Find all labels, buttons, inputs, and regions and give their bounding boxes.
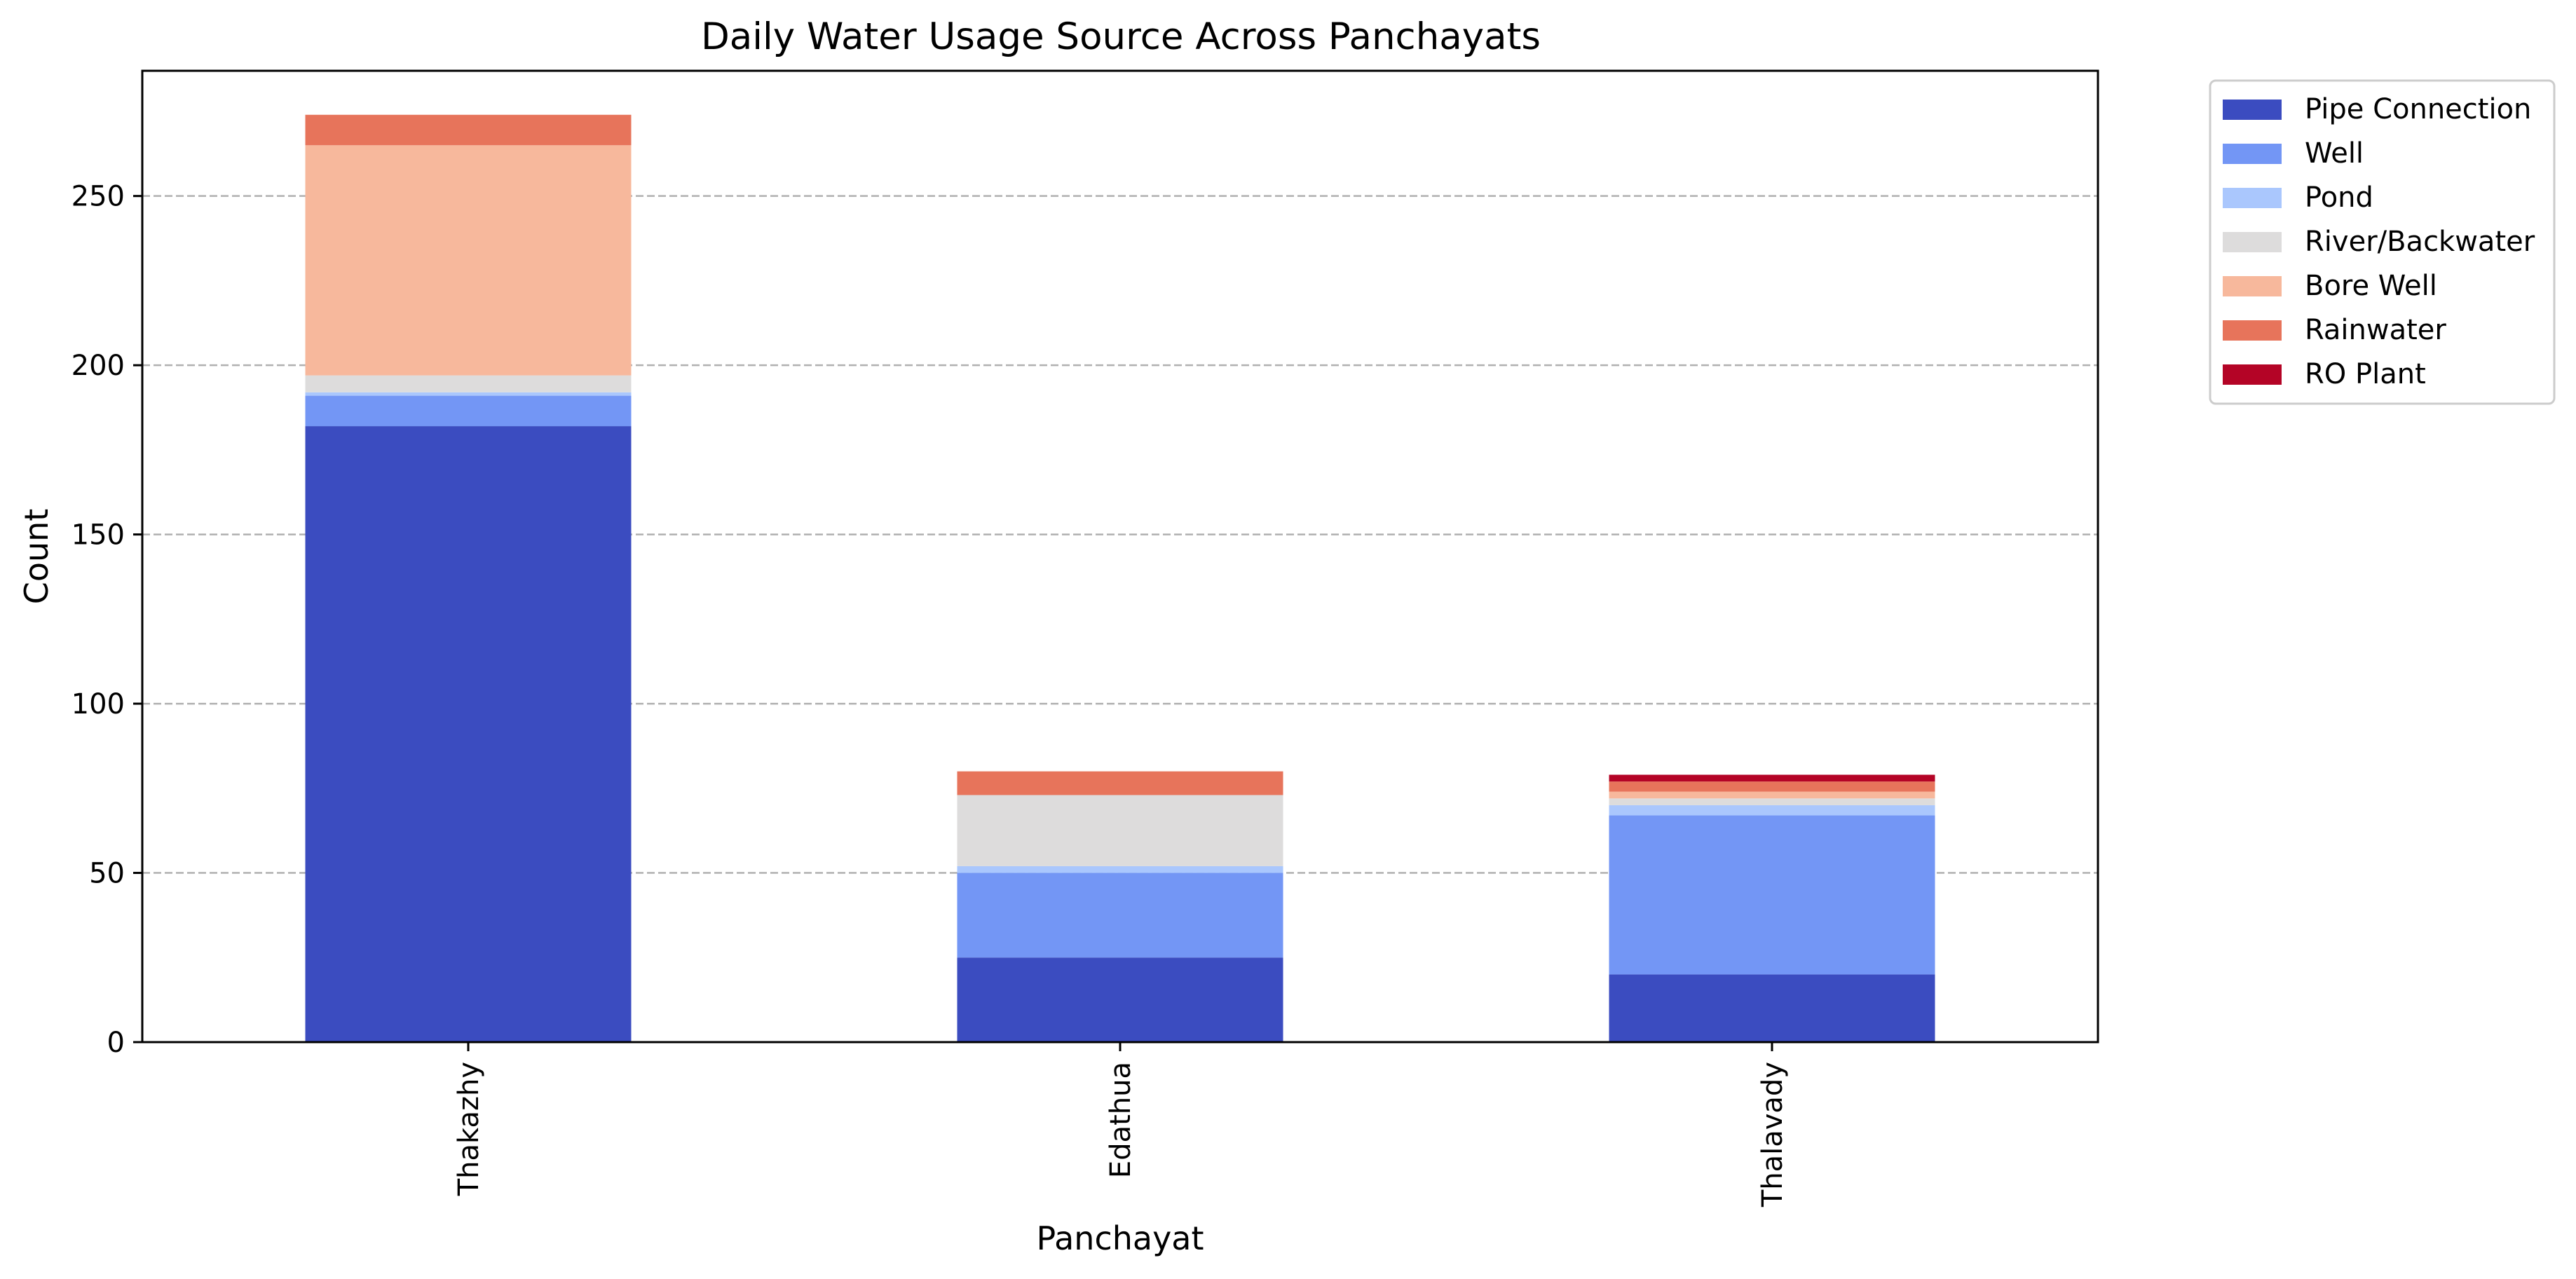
bar-segment bbox=[305, 145, 632, 376]
y-tick-label: 100 bbox=[71, 688, 125, 720]
y-tick-label: 150 bbox=[71, 519, 125, 552]
bar-segment bbox=[305, 375, 632, 392]
legend-label: Rainwater bbox=[2305, 314, 2446, 346]
legend-label: River/Backwater bbox=[2305, 226, 2535, 258]
bar-segment bbox=[1609, 774, 1935, 782]
legend-box bbox=[2209, 79, 2556, 405]
y-tick-label: 200 bbox=[71, 350, 125, 382]
x-tick-label: Thalavady bbox=[1757, 1062, 1789, 1208]
bar-segment bbox=[1609, 805, 1935, 816]
y-tick-label: 250 bbox=[71, 181, 125, 213]
bar-segment bbox=[957, 795, 1283, 866]
y-tick-label: 0 bbox=[107, 1027, 125, 1059]
legend-swatch bbox=[2223, 144, 2282, 164]
y-axis-label: Count bbox=[18, 509, 55, 605]
legend-swatch bbox=[2223, 320, 2282, 341]
x-axis-label: Panchayat bbox=[1036, 1219, 1204, 1257]
bar-segment bbox=[957, 873, 1283, 958]
bar-segment bbox=[957, 866, 1283, 873]
bars-group bbox=[305, 114, 1935, 1042]
bar-segment bbox=[305, 395, 632, 427]
bar-segment bbox=[957, 771, 1283, 795]
legend-swatch bbox=[2223, 232, 2282, 252]
bar-segment bbox=[305, 426, 632, 1042]
legend-swatch bbox=[2223, 364, 2282, 385]
bar-segment bbox=[305, 392, 632, 396]
bar-segment bbox=[1609, 781, 1935, 792]
legend-label: RO Plant bbox=[2305, 358, 2426, 390]
bar-segment bbox=[1609, 974, 1935, 1042]
chart-title: Daily Water Usage Source Across Panchaya… bbox=[701, 15, 1541, 58]
y-axis: 0 50 100 150 200 250 bbox=[71, 181, 142, 1059]
x-axis: Thakazhy Edathua Thalavady bbox=[453, 1042, 1789, 1208]
legend-swatch bbox=[2223, 276, 2282, 296]
legend-swatch bbox=[2223, 100, 2282, 120]
bar-segment bbox=[1609, 791, 1935, 799]
bar-segment bbox=[1609, 798, 1935, 805]
legend-label: Well bbox=[2305, 137, 2364, 170]
legend-swatch bbox=[2223, 188, 2282, 208]
legend-label: Bore Well bbox=[2305, 270, 2437, 302]
x-tick-label: Edathua bbox=[1105, 1062, 1137, 1178]
bar-segment bbox=[957, 957, 1283, 1042]
y-tick-label: 50 bbox=[89, 858, 125, 890]
legend-label: Pond bbox=[2305, 182, 2373, 214]
legend: Pipe Connection Well Pond River/Backwater Bo… bbox=[2209, 79, 2556, 405]
bar-segment bbox=[305, 114, 632, 146]
bar-segment bbox=[1609, 815, 1935, 975]
x-tick-label: Thakazhy bbox=[453, 1062, 485, 1196]
legend-label: Pipe Connection bbox=[2305, 93, 2531, 125]
